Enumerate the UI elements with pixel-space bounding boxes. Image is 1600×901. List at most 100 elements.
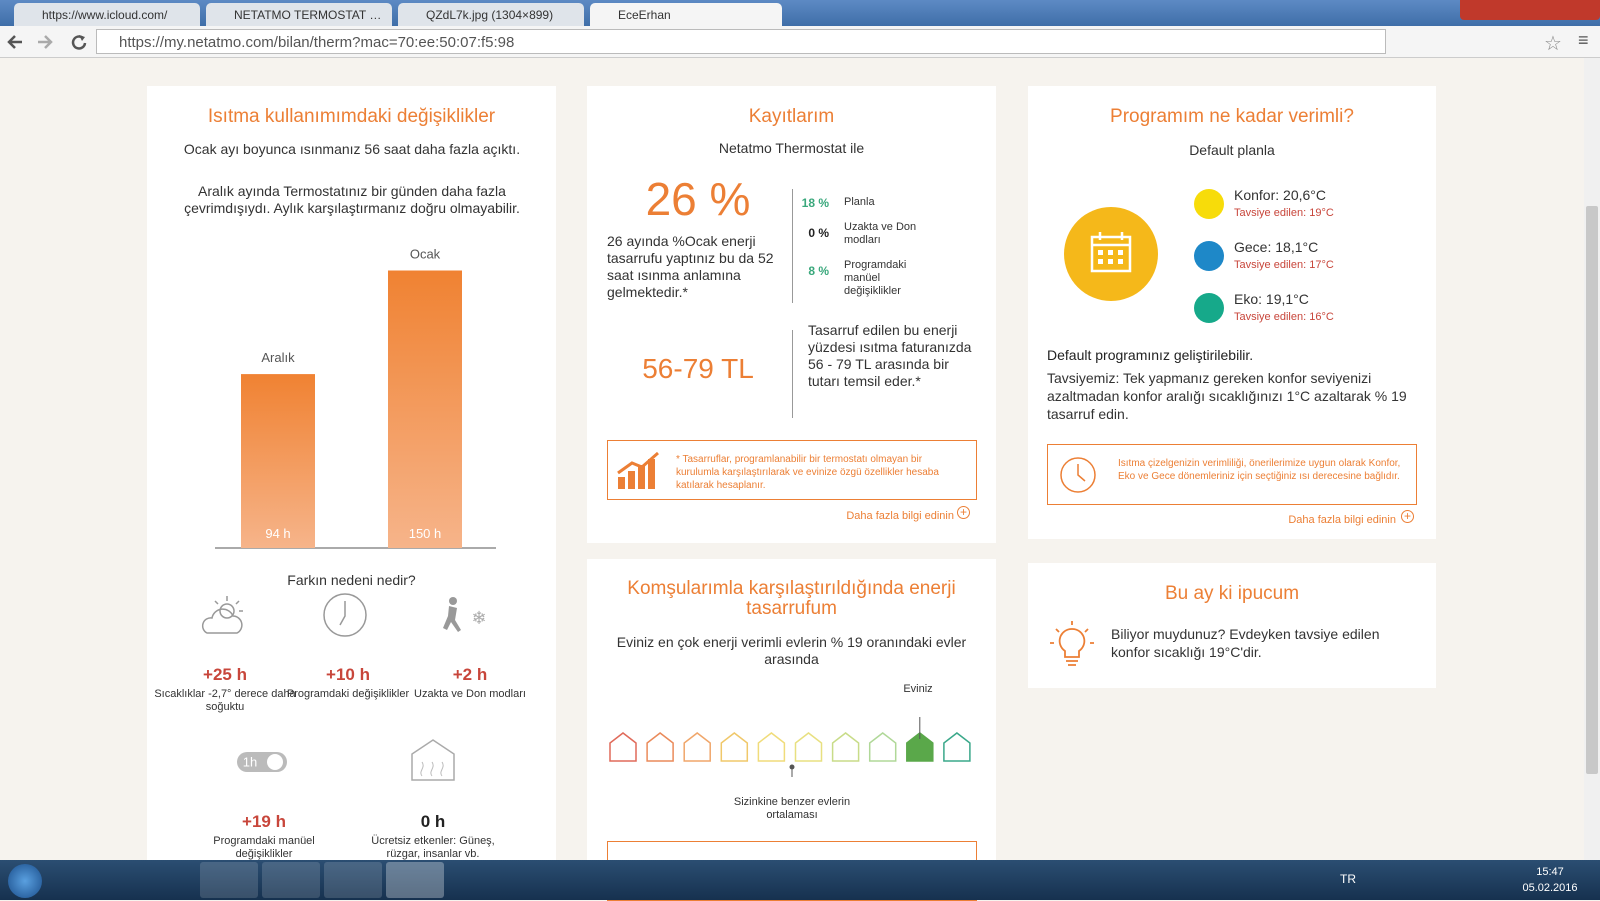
mode-dot [1194,241,1224,271]
tab[interactable]: EceErhan [590,3,782,26]
calendar-icon [1064,207,1158,301]
tip-card: Bu ay ki ipucum Biliyor muydunuz? Evdeyk… [1028,563,1436,688]
reason-icons: ❄ [201,593,487,637]
avg-dot [789,764,795,770]
text: Farkın nedeni nedir? [287,572,416,588]
taskbar: TR 15:47 05.02.2016 [0,860,1600,900]
mode-name: Konfor: 20,6°C [1234,187,1326,203]
breakdown-label: Planla [844,196,875,208]
bar-label: Ocak [410,247,441,262]
reason-label: Programdaki manüel değişiklikler [213,835,315,860]
bar [241,374,315,548]
divider [792,330,793,418]
reason-value: +2 h [452,665,488,684]
plus-icon[interactable]: + [957,506,970,519]
card-title: Programım ne kadar verimli? [1110,106,1354,127]
app-button[interactable] [324,862,382,898]
bulb-icon [1050,621,1094,666]
clock-icon [1060,457,1096,493]
tab-bar: https://www.icloud.com/ NETATMO TERMOSTA… [0,0,1600,26]
bar [388,270,462,548]
house [683,732,711,762]
house [831,732,860,762]
value-label: 150 h [409,526,442,541]
app-button[interactable] [386,862,444,898]
amount: 56-79 TL [642,353,754,384]
avg-label: Sizinkine benzer evlerin ortalaması [733,796,851,821]
breakdown-value: 18 % [801,196,829,210]
note-box: Isıtma çizelgenizin verimliliği, önerile… [1047,444,1417,505]
house [943,732,971,762]
breakdown-value: 8 % [808,264,829,278]
address-bar: https://my.netatmo.com/bilan/therm?mac=7… [0,26,1600,58]
reason-value: +19 h [242,812,286,831]
usage-card: Isıtma kullanımımdaki değişiklikler Ocak… [147,86,556,876]
mode-recommended: Tavsiye edilen: 19°C [1234,207,1334,219]
menu[interactable]: ≡ [1578,30,1589,50]
more-link[interactable]: Daha fazla bilgi edinin [846,510,954,522]
breakdown-label: Programdaki manüel değişiklikler [844,259,907,297]
app-button[interactable] [262,862,320,898]
advice: Tavsiyemiz: Tek yapmanız gereken konfor … [1047,370,1407,422]
tip-text: Biliyor muydunuz? Evdeyken tavsiye edile… [1111,626,1380,660]
house [720,732,749,762]
card-title: Kayıtlarım [748,106,835,127]
date[interactable]: 05.02.2016 [1522,882,1578,894]
window-controls[interactable] [1460,0,1600,20]
houses [609,717,971,777]
note: Isıtma çizelgenizin verimliliği, önerile… [1118,458,1401,482]
percent: 26 % [645,173,751,225]
neighbors-card: Komşularımla karşılaştırıldığında enerji… [587,559,996,901]
taskbar-apps [200,862,445,898]
house [794,732,823,762]
switch-label: 1h [243,754,257,769]
status: Default programınız geliştirilebilir. [1047,347,1254,363]
records-card: Kayıtlarım Netatmo Thermostat ile 26 % 2… [587,86,996,543]
tab[interactable]: https://www.icloud.com/ [14,3,200,26]
chart-icon [617,451,659,489]
bar-label: Aralık [261,350,295,365]
breakdown-label: Uzakta ve Don modları [844,221,917,246]
scroll-thumb[interactable] [1586,206,1598,774]
card-title: Komşularımla karşılaştırıldığında enerji… [627,578,956,619]
card-title: Isıtma kullanımımdaki değişiklikler [207,106,496,127]
house [906,732,934,762]
lang[interactable]: TR [1340,872,1356,886]
house [609,732,637,762]
text: Default planla [1189,142,1275,158]
more-link[interactable]: Daha fazla bilgi edinin [1288,514,1396,526]
nav-buttons[interactable] [6,32,90,52]
mode-name: Gece: 18,1°C [1234,239,1319,255]
home-label: Eviniz [903,683,933,695]
reason-label: Sıcaklıklar -2,7° derece daha soğuktu [154,688,296,713]
breakdown-value: 0 % [808,226,829,240]
bar-chart: Aralık 94 h Ocak 150 h [215,247,496,549]
mode-name: Eko: 19,1°C [1234,291,1309,307]
reason-label: Uzakta ve Don modları [414,688,526,700]
time[interactable]: 15:47 [1536,866,1564,878]
house [868,732,897,762]
tab[interactable]: NETATMO TERMOSTAT PA [206,3,392,26]
text: Tasarruf edilen bu enerji yüzdesi ısıtma… [808,322,972,389]
svg-text:❄: ❄ [471,608,486,628]
text: Netatmo Thermostat ile [718,140,865,156]
start-button[interactable] [8,864,42,898]
text: Aralık ayında Termostatınız bir günden d… [184,183,520,216]
note-box: * Tasarruflar, programlanabilir bir term… [607,440,977,500]
bookmark-star[interactable]: ☆ [1544,33,1562,55]
reason-icons: 1h [237,739,455,781]
scrollbar[interactable] [1584,58,1600,860]
tab[interactable]: QZdL7k.jpg (1304×899) [398,3,584,26]
mode-dot [1194,189,1224,219]
text: 26 ayında %Ocak enerji tasarrufu yaptını… [607,233,774,300]
text: Ocak ayı boyunca ısınmanız 56 saat daha … [183,141,521,157]
divider [792,189,793,303]
reason-value: 0 h [420,812,446,831]
reason-value: +10 h [326,665,370,684]
plus-icon[interactable]: + [1401,510,1414,523]
house [646,732,674,762]
url-field[interactable]: https://my.netatmo.com/bilan/therm?mac=7… [96,29,1386,54]
app-button[interactable] [200,862,258,898]
reason-label: Ücretsiz etkenler: Güneş, rüzgar, insanl… [371,835,495,860]
